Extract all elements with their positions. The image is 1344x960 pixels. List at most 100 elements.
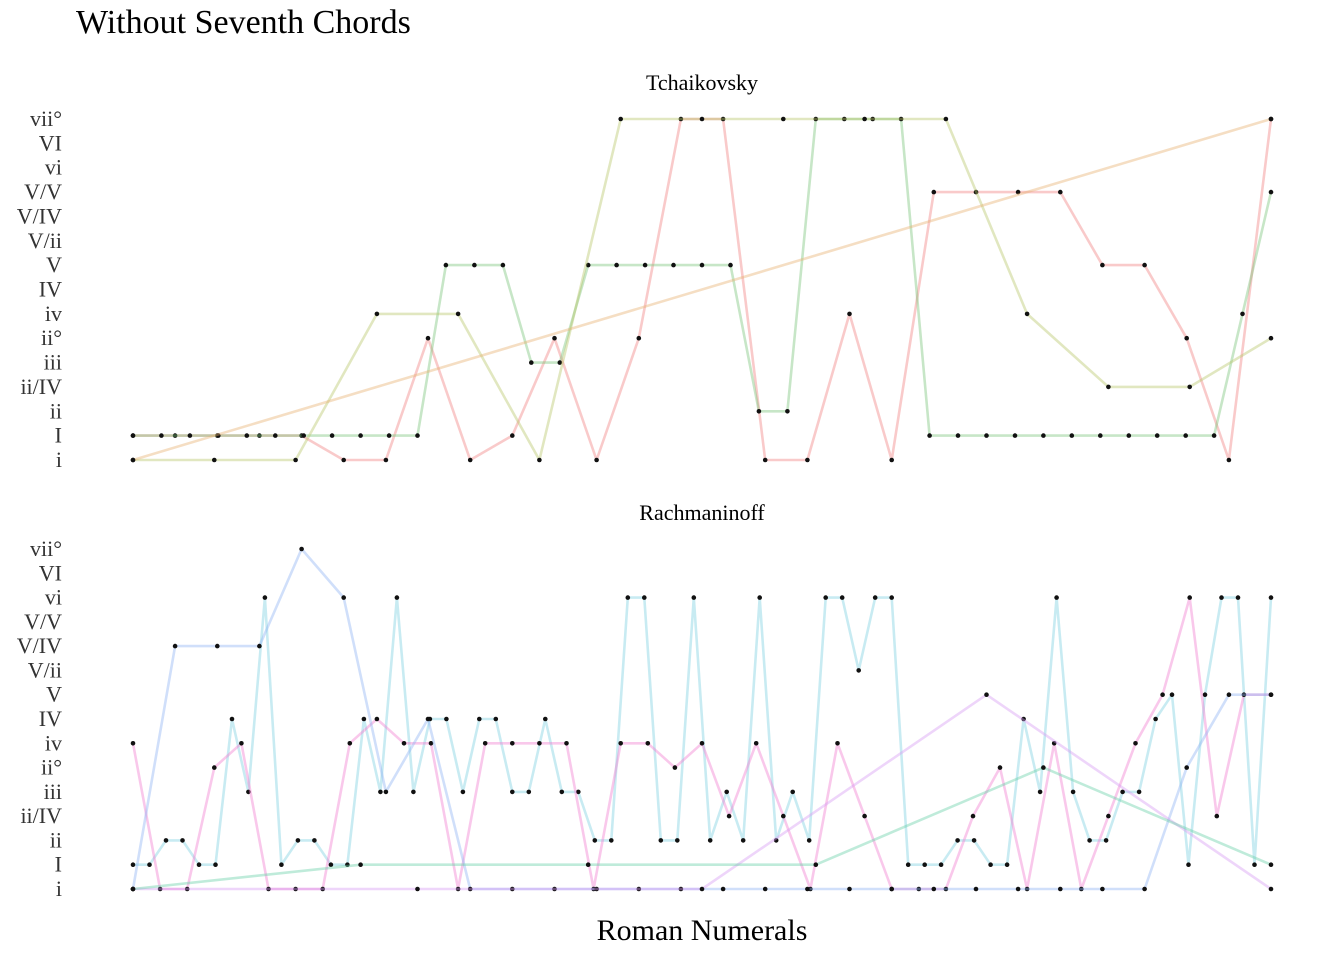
panel-title: Rachmaninoff <box>639 500 765 525</box>
data-point <box>1252 862 1257 867</box>
data-point <box>1241 692 1247 697</box>
data-point <box>1054 595 1059 600</box>
data-point <box>1184 335 1189 341</box>
data-point <box>1100 262 1105 268</box>
data-point <box>383 789 389 795</box>
data-point <box>184 886 190 892</box>
y-tick-label: IV <box>39 706 62 731</box>
data-point <box>163 838 169 843</box>
data-point <box>374 311 380 317</box>
data-point <box>699 886 705 892</box>
data-point <box>216 433 221 438</box>
data-point <box>1098 433 1103 438</box>
data-point <box>625 595 631 600</box>
data-point <box>130 741 136 746</box>
data-point <box>358 862 363 867</box>
data-point <box>180 838 185 843</box>
y-tick-label: V/IV <box>17 203 62 228</box>
data-point <box>813 862 819 867</box>
data-point <box>1015 189 1021 195</box>
data-point <box>973 886 979 892</box>
data-point <box>552 335 557 341</box>
data-point <box>559 789 565 795</box>
y-tick-label: vii° <box>30 106 62 131</box>
y-tick-label: iv <box>45 301 62 326</box>
data-point <box>293 457 298 463</box>
y-tick-label: V/ii <box>28 228 62 253</box>
data-point <box>1226 692 1232 697</box>
data-point <box>130 862 136 867</box>
data-point <box>847 886 852 892</box>
data-point <box>618 741 623 746</box>
data-point <box>785 409 790 414</box>
data-point <box>773 838 779 843</box>
data-point <box>159 433 164 438</box>
y-tick-label: ii° <box>41 325 62 350</box>
data-point <box>823 595 828 600</box>
data-point <box>266 886 271 892</box>
data-point <box>1012 433 1018 438</box>
data-point <box>341 457 347 463</box>
data-point <box>1079 886 1084 892</box>
data-point <box>312 838 317 843</box>
y-tick-label: V/ii <box>28 657 62 682</box>
data-point <box>1070 789 1076 795</box>
data-point <box>1183 433 1188 438</box>
y-tick-label: ii <box>50 398 62 423</box>
data-point <box>699 116 705 122</box>
data-point <box>552 886 557 892</box>
data-point <box>862 813 867 819</box>
data-point <box>592 838 598 843</box>
data-point <box>585 862 591 867</box>
data-point <box>728 262 733 268</box>
data-point <box>927 433 932 438</box>
data-point <box>378 789 383 795</box>
data-point <box>244 433 250 438</box>
data-point <box>862 116 867 122</box>
y-tick-label: vi <box>45 155 62 180</box>
data-point <box>1214 813 1220 819</box>
data-point <box>444 716 449 722</box>
data-point <box>386 433 392 438</box>
data-point <box>467 457 473 463</box>
y-tick-label: vii° <box>30 536 62 561</box>
data-point <box>246 789 251 795</box>
data-point <box>1268 116 1274 122</box>
data-point <box>329 433 335 438</box>
data-point <box>642 595 647 600</box>
data-point <box>130 886 136 892</box>
data-point <box>1154 433 1160 438</box>
y-tick-label: V <box>46 252 62 277</box>
data-point <box>898 116 904 122</box>
data-point <box>293 886 298 892</box>
data-point <box>1186 862 1191 867</box>
data-point <box>984 692 989 697</box>
y-tick-label: i <box>56 876 62 901</box>
data-point <box>790 789 795 795</box>
data-point <box>762 457 768 463</box>
data-point <box>500 262 506 268</box>
data-point <box>257 433 262 438</box>
data-point <box>347 741 353 746</box>
data-point <box>781 813 786 819</box>
data-point <box>675 838 680 843</box>
data-point <box>955 838 960 843</box>
data-point <box>720 116 726 122</box>
data-point <box>585 262 591 268</box>
data-point <box>699 262 705 268</box>
data-point <box>740 838 746 843</box>
data-point <box>1202 692 1208 697</box>
data-point <box>614 262 619 268</box>
data-point <box>1051 741 1057 746</box>
data-point <box>460 789 466 795</box>
data-point <box>671 262 676 268</box>
data-point <box>510 741 515 746</box>
data-point <box>938 862 944 867</box>
data-point <box>299 546 304 552</box>
data-point <box>529 360 534 365</box>
data-point <box>157 886 163 892</box>
data-point <box>1103 838 1109 843</box>
data-point <box>636 335 642 341</box>
data-point <box>130 457 136 463</box>
